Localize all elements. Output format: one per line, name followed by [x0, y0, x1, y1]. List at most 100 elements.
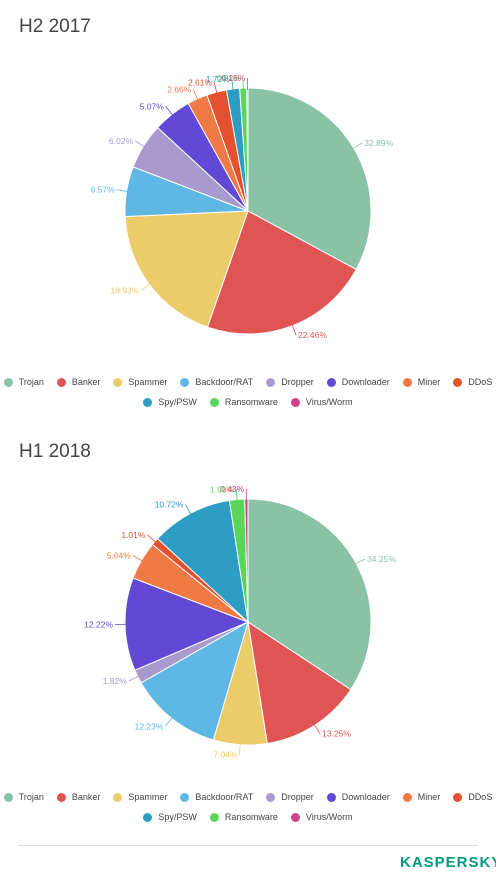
leader-line: [134, 140, 146, 148]
legend-item: DDoS: [453, 792, 492, 802]
legend-swatch: [180, 792, 190, 802]
legend-swatch: [143, 812, 153, 822]
legend-item: Virus/Worm: [290, 397, 353, 407]
leader-line: [141, 282, 152, 291]
legend-item: Spy/PSW: [143, 812, 197, 822]
logo-text: KASPERSKY: [400, 854, 496, 871]
legend-item: Spammer: [113, 792, 167, 802]
legend-swatch: [56, 792, 66, 802]
legend-label: Ransomware: [224, 397, 278, 407]
data-label: 1.01%: [121, 530, 146, 540]
legend-label: Miner: [417, 792, 441, 802]
legend-swatch: [266, 377, 276, 387]
data-label: 5.04%: [107, 551, 132, 561]
legend-item: Miner: [402, 377, 440, 387]
legend-item: Virus/Worm: [290, 812, 353, 822]
data-label: 0.16%: [221, 73, 246, 83]
legend-row: Trojan Banker Spammer Backdoor/RAT Dropper Do…: [0, 792, 496, 802]
data-label: 18.93%: [111, 285, 140, 295]
data-label: 6.57%: [91, 185, 116, 195]
legend-swatch: [453, 377, 463, 387]
legend-swatch: [290, 812, 300, 822]
data-label: 0.92%: [217, 73, 242, 83]
legend-row: Spy/PSW Ransomware Virus/Worm: [0, 397, 496, 407]
leader-line: [213, 82, 218, 95]
data-label: 5.07%: [140, 101, 165, 111]
data-label: 2.66%: [167, 85, 192, 95]
data-label: 32.89%: [364, 138, 393, 148]
leader-line: [147, 534, 157, 544]
leader-line: [165, 716, 174, 727]
data-label: 22.46%: [298, 330, 327, 340]
legend-item: Trojan: [3, 377, 44, 387]
legend-label: Spammer: [128, 377, 168, 387]
leader-line: [128, 675, 140, 682]
legend: Trojan Banker Spammer Backdoor/RAT Dropper Do…: [0, 792, 496, 832]
legend-label: Spy/PSW: [158, 812, 197, 822]
legend-swatch: [290, 397, 300, 407]
legend-swatch: [402, 792, 412, 802]
legend-swatch: [113, 377, 123, 387]
legend-item: Trojan: [3, 792, 44, 802]
chart-title: H2 2017: [19, 16, 91, 37]
chart-h2-2017: H2 2017 32.89% 22.46% 18.93% 6.57% 6.02% 5.07…: [0, 0, 496, 425]
kaspersky-logo: KASPERSKYlab: [400, 854, 496, 871]
leader-line: [239, 742, 241, 755]
data-label: 13.25%: [322, 729, 351, 739]
legend-label: Banker: [71, 792, 101, 802]
legend-label: Dropper: [281, 377, 314, 387]
legend-item: Ransomware: [209, 812, 278, 822]
leader-line: [235, 489, 238, 502]
legend-label: Trojan: [18, 792, 44, 802]
legend-label: Spy/PSW: [158, 397, 197, 407]
legend-label: Backdoor/RAT: [195, 377, 254, 387]
legend-item: Banker: [56, 377, 100, 387]
legend-row: Spy/PSW Ransomware Virus/Worm: [0, 812, 496, 822]
leader-line: [354, 558, 366, 565]
leader-line: [192, 89, 199, 101]
legend-item: Spy/PSW: [143, 397, 197, 407]
legend-label: Ransomware: [224, 812, 278, 822]
legend-label: Trojan: [18, 377, 44, 387]
legend-item: Banker: [56, 792, 101, 802]
leader-line: [165, 106, 174, 117]
data-label: 2.61%: [188, 77, 213, 87]
legend-label: DDoS: [468, 792, 493, 802]
data-label: 1.82%: [103, 676, 128, 686]
legend-item: Dropper: [266, 377, 314, 387]
legend-swatch: [180, 377, 190, 387]
leader-line: [351, 142, 363, 150]
legend-label: Virus/Worm: [305, 812, 353, 822]
legend-swatch: [326, 792, 336, 802]
pie-chart: 32.89% 22.46% 18.93% 6.57% 6.02% 5.07%2.66%2.…: [91, 73, 394, 340]
data-label: 12.22%: [84, 620, 113, 630]
data-label: 10.72%: [155, 500, 184, 510]
leader-line: [185, 504, 192, 516]
legend-item: Downloader: [326, 377, 390, 387]
legend-swatch: [143, 397, 153, 407]
legend-item: DDoS: [453, 377, 492, 387]
legend-label: Spammer: [128, 792, 168, 802]
leader-line: [291, 323, 297, 336]
data-label: 0.43%: [220, 484, 245, 494]
leader-line: [116, 189, 129, 193]
legend-item: Backdoor/RAT: [180, 792, 253, 802]
leader-line: [313, 723, 321, 734]
legend-item: Downloader: [326, 792, 390, 802]
legend-swatch: [3, 792, 13, 802]
legend-swatch: [326, 377, 336, 387]
legend-label: Downloader: [341, 377, 390, 387]
legend-label: Backdoor/RAT: [195, 792, 254, 802]
legend-swatch: [266, 792, 276, 802]
legend-swatch: [56, 377, 66, 387]
legend-item: Dropper: [266, 792, 314, 802]
legend-row: Trojan Banker Spammer Backdoor/RAT Dropper Do…: [0, 377, 496, 387]
legend-swatch: [453, 792, 463, 802]
footer-divider: [18, 845, 478, 846]
leader-line: [132, 555, 144, 562]
leader-line: [231, 78, 234, 91]
legend-label: DDoS: [468, 377, 493, 387]
legend-item: Ransomware: [209, 397, 278, 407]
chart-title: H1 2018: [19, 441, 91, 462]
data-label: 12.23%: [135, 721, 164, 731]
